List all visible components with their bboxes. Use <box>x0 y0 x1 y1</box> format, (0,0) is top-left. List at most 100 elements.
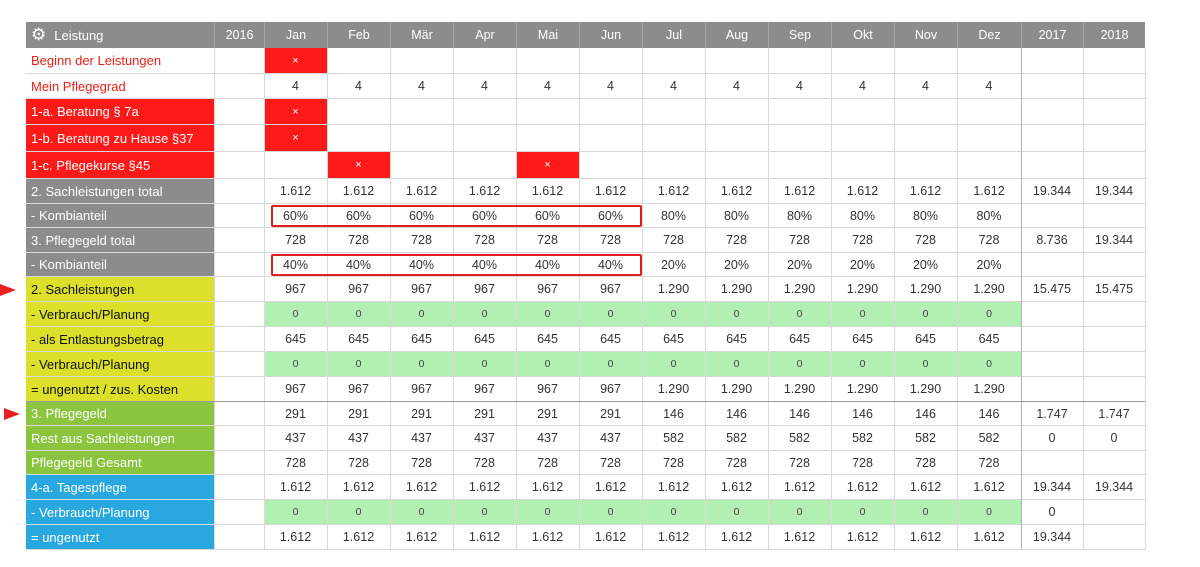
value-cell: 0 <box>705 352 768 376</box>
value-cell: 0 <box>831 500 894 524</box>
row-divider <box>26 276 1145 277</box>
row-divider <box>26 227 1145 228</box>
value-cell: 0 <box>390 352 453 376</box>
value-cell: 60% <box>597 208 624 223</box>
value-cell: 728 <box>348 455 369 470</box>
column-divider <box>705 48 706 550</box>
value-cell: 728 <box>600 455 621 470</box>
value-cell <box>1021 152 1083 178</box>
value-cell: 4 <box>859 79 866 93</box>
value-cell <box>214 277 264 301</box>
value-cell: 1.290 <box>720 382 753 396</box>
value-cell: 728 <box>663 455 684 470</box>
value-cell: 582 <box>726 431 747 445</box>
value-cell: 1.612 <box>909 184 942 198</box>
value-cell: 291 <box>285 406 306 421</box>
column-divider <box>642 48 643 550</box>
column-divider <box>453 48 454 550</box>
value-cell: 967 <box>285 282 306 296</box>
value-cell <box>1021 377 1083 401</box>
value-cell <box>579 152 642 178</box>
value-cell <box>1021 99 1083 124</box>
value-cell <box>957 125 1021 151</box>
value-cell: 1.290 <box>846 282 879 296</box>
value-cell: 20% <box>660 257 687 272</box>
value-cell: 645 <box>285 332 306 346</box>
column-header-mai: Mai <box>516 22 579 48</box>
value-cell: 60% <box>471 208 498 223</box>
value-cell: 60% <box>408 208 435 223</box>
value-cell: 1.612 <box>783 184 816 198</box>
value-cell: 1.612 <box>657 480 690 494</box>
value-cell: 8.736 <box>1036 233 1068 247</box>
value-cell <box>516 125 579 151</box>
value-cell <box>327 48 390 73</box>
column-header-2017: 2017 <box>1021 22 1083 48</box>
value-cell: 0 <box>453 302 516 326</box>
row-divider <box>26 351 1145 352</box>
value-cell: 582 <box>789 431 810 445</box>
value-cell: 645 <box>537 332 558 346</box>
value-cell <box>214 125 264 151</box>
value-cell <box>831 152 894 178</box>
value-cell: 728 <box>726 455 747 470</box>
value-cell: 1.612 <box>342 480 375 494</box>
mark-cell: × <box>264 48 327 73</box>
column-header-jan: Jan <box>264 22 327 48</box>
value-cell: 20% <box>723 257 750 272</box>
row-label: = ungenutzt / zus. Kosten <box>26 377 214 401</box>
value-cell <box>214 179 264 203</box>
value-cell: 645 <box>411 332 432 346</box>
gear-icon[interactable]: ⚙ <box>31 25 47 44</box>
value-cell: 645 <box>852 332 873 346</box>
row-divider <box>26 151 1145 152</box>
value-cell: 0 <box>642 500 705 524</box>
value-cell: 437 <box>600 431 621 445</box>
value-cell: 728 <box>852 233 873 247</box>
value-cell: 0 <box>579 302 642 326</box>
header-title: ⚙ Leistung <box>26 22 214 48</box>
value-cell: 1.612 <box>594 480 627 494</box>
column-header-apr: Apr <box>453 22 516 48</box>
row-label: - Kombianteil <box>26 204 214 227</box>
row-label: 1-a. Beratung § 7a <box>26 99 214 124</box>
value-cell: 1.612 <box>405 184 438 198</box>
value-cell: 0 <box>453 352 516 376</box>
value-cell: 1.612 <box>846 530 879 544</box>
value-cell: 4 <box>670 79 677 93</box>
value-cell: 0 <box>642 352 705 376</box>
row-label: - als Entlastungsbetrag <box>26 327 214 351</box>
value-cell <box>214 152 264 178</box>
value-cell: 728 <box>411 455 432 470</box>
row-divider <box>26 326 1145 327</box>
value-cell <box>1021 352 1083 376</box>
row-label: - Verbrauch/Planung <box>26 352 214 376</box>
value-cell: 645 <box>348 332 369 346</box>
value-cell <box>214 426 264 450</box>
value-cell: 1.612 <box>846 184 879 198</box>
value-cell <box>214 525 264 549</box>
column-divider <box>1083 48 1084 550</box>
value-cell: 728 <box>663 233 684 247</box>
column-header-aug: Aug <box>705 22 768 48</box>
value-cell: 80% <box>786 208 813 223</box>
row-label: 2. Sachleistungen <box>26 277 214 301</box>
value-cell: 80% <box>723 208 750 223</box>
value-cell: 1.612 <box>720 530 753 544</box>
value-cell: 0 <box>327 302 390 326</box>
value-cell: 728 <box>600 233 621 247</box>
value-cell: 967 <box>411 382 432 396</box>
value-cell: 1.612 <box>973 530 1005 544</box>
row-label: - Verbrauch/Planung <box>26 500 214 524</box>
value-cell <box>768 48 831 73</box>
value-cell: 1.612 <box>973 184 1005 198</box>
value-cell: 1.290 <box>783 282 816 296</box>
value-cell <box>214 99 264 124</box>
value-cell: 0 <box>516 302 579 326</box>
row-label: Rest aus Sachleistungen <box>26 426 214 450</box>
value-cell: 146 <box>726 406 747 421</box>
value-cell <box>894 152 957 178</box>
value-cell <box>214 253 264 276</box>
value-cell <box>642 48 705 73</box>
row-divider <box>26 499 1145 500</box>
